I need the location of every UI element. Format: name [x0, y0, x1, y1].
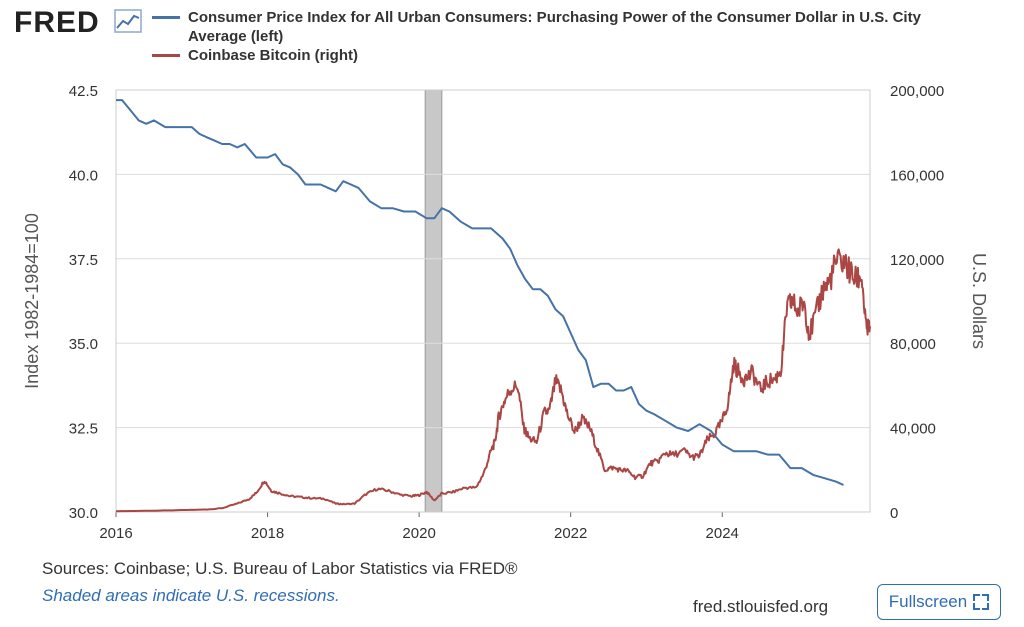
y-right-tick-4: 160,000	[890, 167, 944, 184]
y-right-tick-0: 0	[890, 505, 898, 522]
chart-area[interactable]: 30.0 32.5 35.0 37.5 40.0 42.5 0 40,000 80,000 120…	[0, 0, 1024, 560]
x-tick-4: 2024	[706, 525, 739, 542]
y-right-tick-1: 40,000	[890, 421, 936, 438]
legend-label-cpi-line2: Average (left)	[188, 28, 284, 45]
fullscreen-button[interactable]: Fullscreen	[877, 584, 1001, 620]
fred-url[interactable]: fred.stlouisfed.org	[693, 597, 829, 616]
sources-text: Sources: Coinbase; U.S. Bureau of Labor …	[42, 559, 518, 578]
legend-item-cpi[interactable]: Consumer Price Index for All Urban Consu…	[152, 8, 1012, 46]
line-chart-icon	[114, 9, 142, 33]
fullscreen-label: Fullscreen	[888, 592, 968, 611]
y-right-tick-5: 200,000	[890, 83, 944, 100]
y-left-axis-title: Index 1982-1984=100	[22, 213, 42, 389]
legend-swatch-cpi	[152, 16, 180, 19]
x-tick-1: 2018	[251, 525, 284, 542]
recession-note: Shaded areas indicate U.S. recessions.	[42, 586, 340, 605]
chart-legend: Consumer Price Index for All Urban Consu…	[152, 8, 1012, 65]
legend-swatch-btc	[152, 54, 180, 57]
y-left-tick-4: 40.0	[69, 167, 98, 184]
legend-label-cpi-line1: Consumer Price Index for All Urban Consu…	[188, 9, 921, 26]
y-left-tick-3: 37.5	[69, 252, 98, 269]
series-line-btc	[115, 248, 871, 513]
legend-label-btc: Coinbase Bitcoin (right)	[188, 47, 358, 64]
plot-border	[115, 89, 871, 513]
fred-logo[interactable]: FRED	[14, 6, 100, 39]
fullscreen-icon	[973, 594, 990, 610]
recession-band-0	[424, 89, 443, 513]
y-left-tick-5: 42.5	[69, 83, 98, 100]
x-tick-3: 2022	[554, 525, 587, 542]
legend-item-btc[interactable]: Coinbase Bitcoin (right)	[152, 46, 1012, 65]
y-right-tick-2: 80,000	[890, 336, 936, 353]
x-tick-2: 2020	[402, 525, 435, 542]
y-left-tick-2: 35.0	[69, 336, 98, 353]
y-left-tick-0: 30.0	[69, 505, 98, 522]
x-tick-0: 2016	[99, 525, 132, 542]
y-left-tick-1: 32.5	[69, 421, 98, 438]
y-right-axis-title: U.S. Dollars	[969, 253, 989, 349]
y-right-tick-3: 120,000	[890, 252, 944, 269]
series-line-cpi	[116, 99, 844, 486]
